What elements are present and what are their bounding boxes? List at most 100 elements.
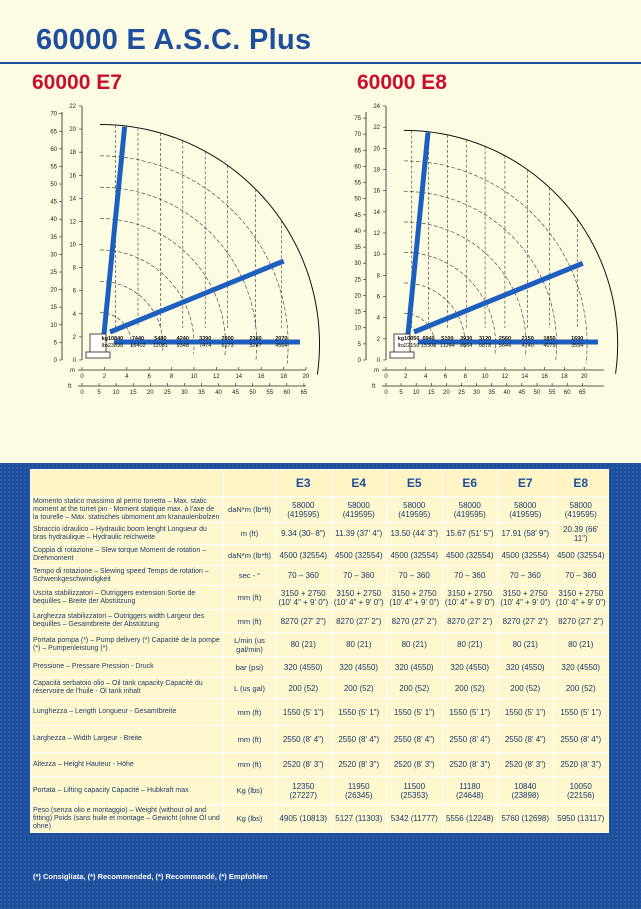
reach-arc: [99, 249, 195, 354]
cell-value: 80 (21): [330, 632, 387, 657]
cell-value: 1550 (5' 1"): [497, 698, 554, 726]
load-lbs-value: 22156: [404, 343, 419, 349]
cell-value: 1550 (5' 1"): [441, 698, 498, 726]
reach-arc: [403, 160, 588, 364]
row-label: Tempo di rotazione – Slewing speed Temps…: [30, 565, 224, 586]
y-tick-label-m: 8: [377, 273, 381, 279]
x-tick-label-ft: 5: [399, 390, 403, 396]
crane-base: [85, 351, 111, 359]
cell-value: 80 (21): [386, 632, 443, 657]
cell-value: 58000 (419595): [552, 496, 609, 523]
x-tick-label-ft: 65: [579, 390, 586, 396]
load-chart-e7-svg: 0246810121416182022051015202530354045505…: [50, 104, 321, 396]
cell-value: 5556 (12248): [441, 804, 498, 833]
x-tick-label-m: 20: [581, 374, 588, 380]
y-tick-label-ft: 60: [50, 147, 57, 153]
row-label: Lunghezza – Length Longueur - Gesamtbrei…: [30, 698, 224, 726]
y-tick-label-m: 20: [373, 146, 380, 152]
y-tick-label-ft: 50: [354, 197, 361, 203]
cell-value: 11180 (24648): [441, 776, 498, 805]
load-kg-value: 1850: [543, 336, 555, 342]
load-lbs-value: 4079: [543, 343, 555, 349]
load-chart-e8-svg: 0246810121416182022240510152025303540455…: [354, 104, 619, 396]
x-tick-label-ft: 15: [130, 390, 137, 396]
row-unit: bar (psi): [223, 656, 276, 678]
cell-value: 20.39 (66' 11"): [552, 522, 609, 545]
y-tick-label-ft: 70: [354, 132, 361, 138]
x-tick-label-m: 8: [170, 374, 174, 380]
y-tick-label-ft: 40: [50, 217, 57, 223]
row-unit: sec - °: [223, 565, 276, 586]
row-label: Coppia di rotazione – Slew torque Moment…: [30, 544, 224, 566]
cell-value: 11950 (26345): [330, 776, 387, 805]
cell-value: 3150 + 2750 (10' 4" + 9' 0"): [275, 585, 332, 610]
x-tick-label-ft: 15: [428, 390, 435, 396]
cell-value: 8270 (27' 2"): [386, 609, 443, 633]
cell-value: 2520 (8' 3"): [441, 752, 498, 777]
reach-arc: [403, 221, 527, 357]
y-tick-label-ft: 35: [354, 245, 361, 251]
x-tick-label-m: 16: [541, 374, 548, 380]
x-tick-label-ft: 10: [413, 390, 420, 396]
table-row: Capacità serbatoio olio – Oil tank capac…: [30, 677, 609, 699]
table-header-row: E3 E4 E5 E6 E7 E8: [30, 469, 609, 497]
y-tick-label-m: 20: [69, 127, 76, 133]
row-label: Capacità serbatoio olio – Oil tank capac…: [30, 677, 224, 699]
row-label: Larghezza stabilizzatori – Outriggers wi…: [30, 609, 224, 633]
cell-value: 4500 (32554): [330, 544, 387, 566]
cell-value: 15.67 (51' 5"): [441, 522, 498, 545]
x-tick-label-m: 6: [148, 374, 152, 380]
x-tick-label-ft: 0: [80, 390, 84, 396]
cell-value: 5342 (11777): [386, 804, 443, 833]
y-tick-label-m: 8: [73, 266, 77, 272]
x-tick-label-ft: 40: [215, 390, 222, 396]
cell-value: 8270 (27' 2"): [441, 609, 498, 633]
x-tick-label-m: 20: [303, 374, 310, 380]
y-tick-label-m: 0: [73, 358, 77, 364]
y-tick-label-ft: 65: [354, 148, 361, 154]
crane-base: [389, 351, 415, 359]
header-model: E6: [441, 469, 498, 497]
x-tick-label-ft: 60: [564, 390, 571, 396]
footnote: (*) Consigliata, (*) Recommended, (*) Re…: [33, 872, 268, 881]
table-row: Sbraccio idraulico – Hydraulic boom leng…: [30, 522, 609, 545]
cell-value: 1550 (5' 1"): [552, 698, 609, 726]
cell-value: 4500 (32554): [275, 544, 332, 566]
reach-arc: [99, 312, 132, 348]
y-tick-label-m: 10: [373, 252, 380, 258]
y-tick-label-m: 12: [69, 219, 76, 225]
boom-inclined: [413, 261, 584, 335]
row-unit: mm (ft): [223, 609, 276, 633]
load-kg-value: 2150: [522, 336, 534, 342]
cell-value: 58000 (419595): [386, 496, 443, 523]
y-tick-label-ft: 30: [354, 261, 361, 267]
row-unit: mm (ft): [223, 725, 276, 753]
header-model: E8: [552, 469, 609, 497]
cell-value: 320 (4550): [330, 656, 387, 678]
load-lbs-value: 3594: [571, 343, 583, 349]
x-tick-label-m: 16: [258, 374, 265, 380]
boom-vertical: [405, 132, 431, 335]
y-tick-label-ft: 15: [354, 310, 361, 316]
load-lbs-value: 5644: [499, 343, 511, 349]
load-lbs-value: 15300: [421, 343, 436, 349]
cell-value: 8270 (27' 2"): [497, 609, 554, 633]
row-unit: daN*m (lb*ft): [223, 544, 276, 566]
row-label: Pressione – Pressare Pression - Druck: [30, 656, 224, 678]
cell-value: 58000 (419595): [275, 496, 332, 523]
cell-value: 2550 (8' 4"): [497, 725, 554, 753]
row-unit: L/min (us gal/min): [223, 632, 276, 657]
x-tick-label-ft: 35: [198, 390, 205, 396]
load-kg-value: 10050: [404, 336, 419, 342]
cell-value: 80 (21): [275, 632, 332, 657]
y-tick-label-m: 6: [377, 295, 381, 301]
y-tick-label-m: 16: [69, 173, 76, 179]
y-tick-label-ft: 10: [50, 323, 57, 329]
y-tick-label-m: 0: [377, 358, 381, 364]
x-tick-label-m: 2: [103, 374, 107, 380]
x-tick-label-m: 14: [521, 374, 528, 380]
cell-value: 200 (52): [275, 677, 332, 699]
load-kg-value: 3390: [199, 336, 211, 342]
y-tick-label-ft: 65: [50, 129, 57, 135]
header-model: E3: [275, 469, 332, 497]
